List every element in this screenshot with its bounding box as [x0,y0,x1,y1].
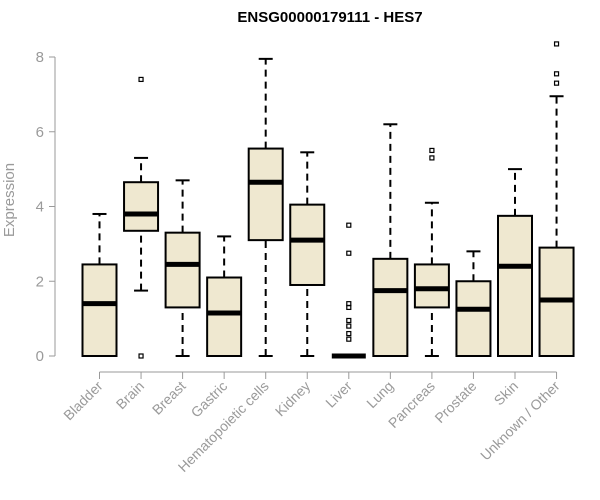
box-11 [538,41,575,357]
box-7 [372,123,409,358]
outlier-point [346,222,352,228]
x-tick-label: Bladder [60,378,106,424]
y-tick-label: 6 [36,124,44,141]
box-body [164,231,201,309]
y-tick-label: 8 [36,49,44,66]
box-3 [206,235,243,358]
y-axis: 0 2 4 6 8 [36,49,56,365]
outlier-point [346,336,352,342]
y-axis-label: Expression [1,163,18,237]
box-4 [247,57,284,357]
outlier-point [346,304,352,311]
outlier-point [346,323,352,329]
x-tick-label: Breast [149,378,189,418]
box-5 [289,151,326,357]
outlier-point [553,71,560,77]
box-body [455,280,492,357]
box-6 [331,222,366,359]
box-2 [164,179,201,357]
x-tick-label: Kidney [272,378,314,420]
box-body [289,203,326,286]
box-body [81,263,118,357]
boxes [81,41,575,359]
box-body [206,276,243,358]
x-tick-label: Brain [113,378,147,412]
box-body [372,257,409,358]
box-10 [497,168,533,357]
x-tick-label: Liver [322,378,355,411]
box-body [497,214,533,357]
outlier-point [346,330,352,337]
x-tick-label: Skin [491,378,522,409]
x-tick-label: Prostate [431,378,479,426]
outlier-point [346,317,352,324]
box-1 [123,76,160,359]
box-body [247,147,284,242]
box-body [123,181,160,232]
y-tick-label: 0 [36,348,44,365]
box-9 [455,250,492,357]
box-body [413,263,450,309]
box-0 [81,212,118,357]
outlier-point [429,155,435,161]
outlier-point [138,76,144,83]
x-tick-label: Lung [363,378,396,411]
outlier-point [553,41,560,47]
chart-title: ENSG00000179111 - HES7 [237,9,422,26]
y-tick-label: 2 [36,273,44,290]
y-tick-label: 4 [36,199,44,216]
outlier-point [138,353,144,359]
box-8 [413,147,450,357]
outlier-point [553,80,560,86]
x-tick-label: Unknown / Other [477,378,563,464]
outlier-point [429,147,435,154]
outlier-point [346,250,352,256]
